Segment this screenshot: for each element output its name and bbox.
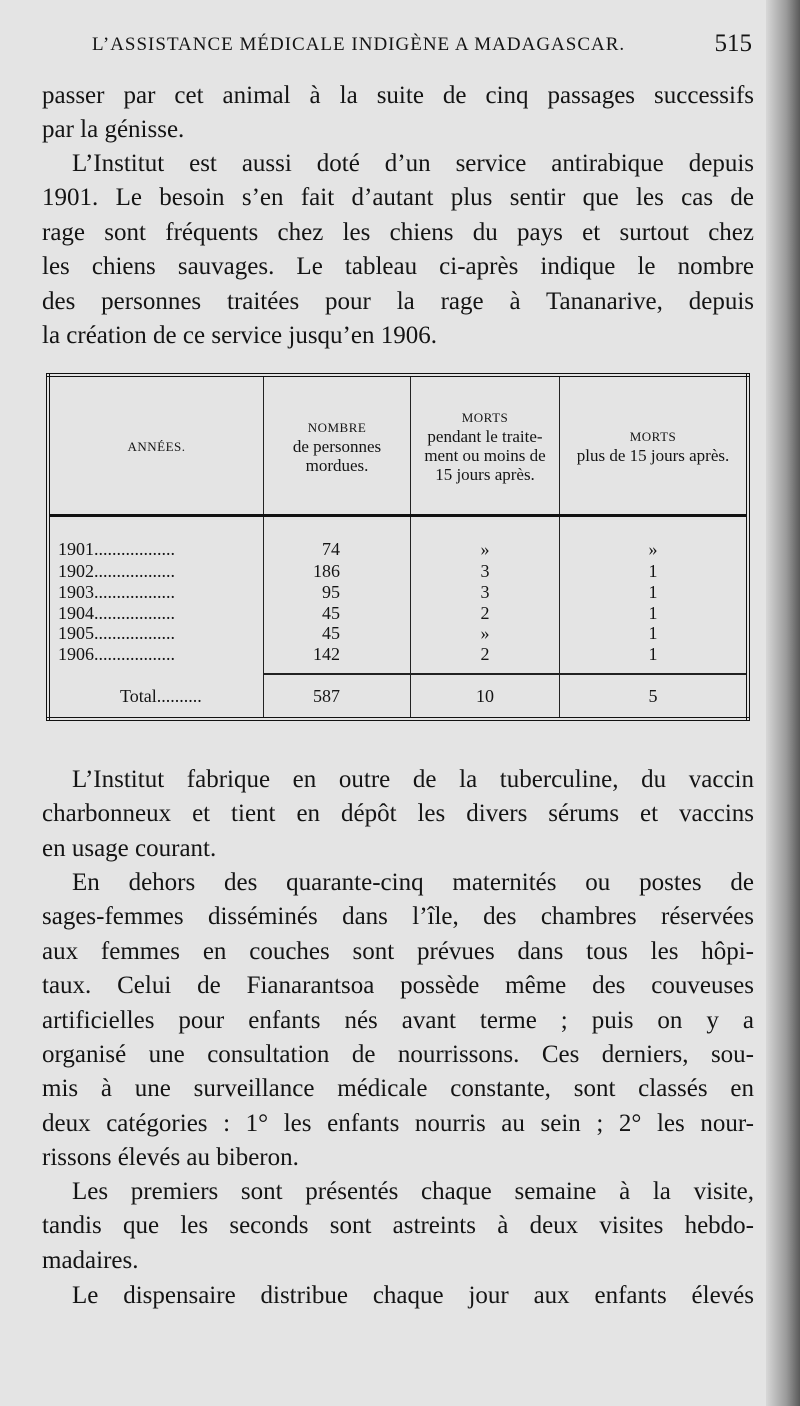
text-line: des personnes traitées pour la rage à Ta… <box>42 287 754 315</box>
nombre-cell: 74 <box>263 515 411 562</box>
total-morts-apres: 5 <box>559 673 748 719</box>
table-row: 1901.................. 74»» <box>48 515 748 562</box>
nombre-cell: 95 <box>263 581 411 603</box>
table-row: 1906.................. 142 2 1 <box>48 644 748 675</box>
morts-apres-cell: 1 <box>559 581 748 603</box>
paragraph-1: passer par cet animal à la suite de cinq… <box>42 79 754 148</box>
morts-pendant-cell: 2 <box>410 602 560 624</box>
text-line: L’Institut est aussi doté d’un service a… <box>72 150 754 177</box>
text-line: artificielles pour enfants nés avant ter… <box>42 1006 754 1034</box>
morts-apres-cell: 1 <box>559 644 748 675</box>
table-header-row: ANNÉES. NOMBRE de personnes mordues. MORT… <box>48 375 748 518</box>
table-row: 1903.................. 95 3 1 <box>48 581 748 603</box>
text-line: mis à une surveillance médicale constant… <box>42 1075 754 1103</box>
text-line: par la génisse. <box>42 116 185 144</box>
page-edge-shadow <box>766 0 800 1406</box>
total-label: Total.......... <box>120 685 202 706</box>
text-line: organisé une consultation de nourrissons… <box>42 1040 754 1068</box>
text-line: deux catégories : 1° les enfants nourris… <box>42 1109 754 1137</box>
morts-apres-cell: 1 <box>559 623 748 645</box>
nombre-cell: 142 <box>263 644 411 675</box>
text-line: la création de ce service jusqu’en 1906. <box>42 321 437 349</box>
text-line: madaires. <box>42 1246 139 1274</box>
morts-pendant-cell: 3 <box>410 561 560 582</box>
text-line: aux femmes en couches sont prévues dans … <box>42 937 754 965</box>
header-annees: ANNÉES. <box>48 375 264 518</box>
year-cell: 1902.................. <box>58 561 175 582</box>
rabies-treatment-table: ANNÉES. NOMBRE de personnes mordues. MORT… <box>46 373 750 721</box>
nombre-cell: 45 <box>263 602 411 624</box>
text-line: les chiens sauvages. Le tableau ci-après… <box>42 253 754 281</box>
text-line: charbonneux et tient en dépôt les divers… <box>42 800 754 828</box>
text-line: rissons élevés au biberon. <box>42 1144 299 1172</box>
text-line: en usage courant. <box>42 834 217 862</box>
text-line: rage sont fréquents chez les chiens du p… <box>42 218 754 246</box>
morts-pendant-cell: 3 <box>410 581 560 603</box>
morts-apres-cell: 1 <box>559 561 748 582</box>
morts-pendant-cell: » <box>410 623 560 645</box>
table-row: 1904.................. 45 2 1 <box>48 602 748 624</box>
text-line: L’Institut fabrique en outre de la tuber… <box>72 766 754 793</box>
page-number: 515 <box>714 30 753 57</box>
running-title: L’ASSISTANCE MÉDICALE INDIGÈNE A MADAGAS… <box>92 34 626 55</box>
header-morts-pendant: MORTS pendant le traite-ment ou moins de … <box>410 375 560 518</box>
text-line: sages-femmes disséminés dans l’île, des … <box>42 903 754 931</box>
paragraph-5: Les premiers sont présentés chaque semai… <box>42 1175 754 1278</box>
paragraph-2: L’Institut est aussi doté d’un service a… <box>42 147 754 353</box>
year-cell: 1906.................. <box>58 644 175 665</box>
paragraph-3: L’Institut fabrique en outre de la tuber… <box>42 763 754 866</box>
text-line: passer par cet animal à la suite de cinq… <box>42 82 754 109</box>
table-row: 1902.................. 186 3 1 <box>48 561 748 582</box>
total-morts-pendant: 10 <box>410 673 560 719</box>
morts-apres-cell: 1 <box>559 602 748 624</box>
text-line: taux. Celui de Fianarantsoa possède même… <box>42 972 754 1000</box>
running-header: L’ASSISTANCE MÉDICALE INDIGÈNE A MADAGAS… <box>92 30 752 58</box>
table-total-row: Total.......... 587 10 5 <box>48 673 748 719</box>
text-line: 1901. Le besoin s’en fait d’autant plus … <box>42 184 754 212</box>
year-cell: 1901.................. <box>58 539 175 560</box>
text-line: tandis que les seconds sont astreints à … <box>42 1212 754 1240</box>
text-line: En dehors des quarante-cinq maternités o… <box>72 869 754 896</box>
paragraph-4: En dehors des quarante-cinq maternités o… <box>42 866 754 1176</box>
table-row: 1905.................. 45» 1 <box>48 623 748 645</box>
morts-pendant-cell: 2 <box>410 644 560 675</box>
year-cell: 1904.................. <box>58 602 175 623</box>
text-line: Le dispensaire distribue chaque jour aux… <box>72 1282 754 1309</box>
text-line: Les premiers sont présentés chaque semai… <box>72 1178 754 1205</box>
nombre-cell: 186 <box>263 561 411 582</box>
morts-pendant-cell: » <box>410 515 560 562</box>
year-cell: 1903.................. <box>58 581 175 602</box>
header-morts-apres: MORTS plus de 15 jours après. <box>559 375 748 518</box>
year-cell: 1905.................. <box>58 623 175 644</box>
header-nombre: NOMBRE de personnes mordues. <box>263 375 411 518</box>
total-nombre: 587 <box>263 673 411 719</box>
morts-apres-cell: » <box>559 515 748 562</box>
nombre-cell: 45 <box>263 623 411 645</box>
paragraph-6: Le dispensaire distribue chaque jour aux… <box>42 1279 754 1313</box>
